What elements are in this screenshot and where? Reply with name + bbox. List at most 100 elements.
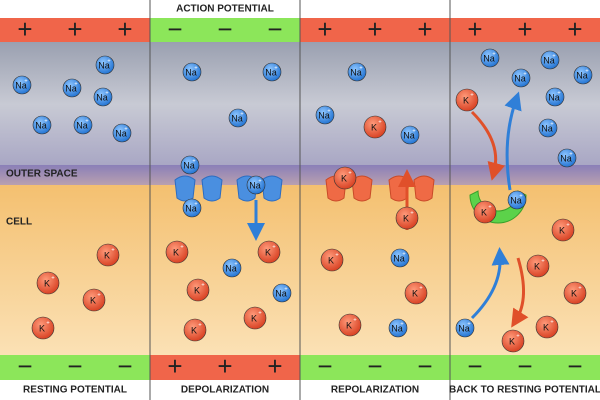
ion-symbol: Na: [98, 60, 110, 70]
ion-charge: +: [327, 109, 331, 115]
ion-charge: +: [378, 120, 382, 126]
ion-body: [315, 105, 335, 125]
potassium-ion: K +: [551, 218, 575, 242]
ion-charge: +: [85, 119, 89, 125]
charge-sign: +: [117, 14, 132, 44]
ion-symbol: K: [346, 320, 352, 330]
sodium-ion: Na+: [32, 115, 52, 135]
sodium-ion: Na+: [388, 318, 408, 338]
ion-body: [390, 248, 410, 268]
ion-symbol: K: [104, 250, 110, 260]
ion-charge: +: [284, 287, 288, 293]
potassium-ion: K +: [455, 88, 479, 112]
sodium-ion: Na+: [557, 148, 577, 168]
ion-body: [32, 115, 52, 135]
potassium-ion: K +: [165, 240, 189, 264]
ion-symbol: Na: [510, 195, 522, 205]
ion-charge: +: [107, 59, 111, 65]
charge-sign: −: [317, 351, 332, 381]
ion-symbol: K: [251, 313, 257, 323]
ion-symbol: K: [481, 207, 487, 217]
sodium-ion: Na+: [480, 48, 500, 68]
ion-body: [36, 271, 60, 295]
bottom-band: [150, 355, 300, 380]
ion-charge: +: [578, 286, 582, 292]
ion-charge: +: [402, 252, 406, 258]
ion-body: [73, 115, 93, 135]
ion-symbol: Na: [115, 128, 127, 138]
ion-body: [182, 62, 202, 82]
sodium-ion: Na+: [390, 248, 410, 268]
sodium-ion: Na+: [222, 258, 242, 278]
potassium-ion: K +: [320, 248, 344, 272]
ion-body: [62, 78, 82, 98]
bottom-band: [0, 355, 150, 380]
ion-charge: +: [194, 66, 198, 72]
ion-body: [228, 108, 248, 128]
panel-labels: RESTING POTENTIAL DEPOLARIZATION REPOLARIZ…: [23, 385, 600, 396]
ion-charge: +: [516, 334, 520, 340]
ion-charge: +: [412, 129, 416, 135]
ion-body: [507, 190, 527, 210]
ion-symbol: Na: [541, 123, 553, 133]
charge-sign: −: [567, 351, 582, 381]
ion-charge: +: [258, 311, 262, 317]
sodium-ion: Na+: [511, 68, 531, 88]
sodium-ion: Na+: [12, 75, 32, 95]
ion-charge: +: [335, 253, 339, 259]
ion-symbol: Na: [514, 73, 526, 83]
ion-charge: +: [192, 159, 196, 165]
sodium-ion: Na+: [228, 108, 248, 128]
ion-charge: +: [198, 323, 202, 329]
potassium-ion: K +: [257, 240, 281, 264]
ion-body: [473, 200, 497, 224]
ion-body: [182, 198, 202, 218]
ion-symbol: K: [173, 247, 179, 257]
ion-symbol: Na: [391, 323, 403, 333]
potassium-ion: K +: [96, 243, 120, 267]
ion-symbol: K: [328, 255, 334, 265]
ion-body: [540, 50, 560, 70]
panel-label: BACK TO RESTING POTENTIAL: [449, 385, 600, 396]
ion-symbol: Na: [548, 92, 560, 102]
ion-symbol: Na: [576, 70, 588, 80]
ion-symbol: K: [559, 225, 565, 235]
top-band: [0, 18, 150, 42]
charge-sign: +: [367, 14, 382, 44]
potassium-ion: K +: [333, 166, 357, 190]
ion-symbol: K: [39, 323, 45, 333]
ion-body: [573, 65, 593, 85]
charge-sign: +: [317, 14, 332, 44]
panel-label: RESTING POTENTIAL: [23, 385, 127, 396]
sodium-ion: Na+: [455, 318, 475, 338]
ion-charge: +: [51, 276, 55, 282]
ion-charge: +: [74, 82, 78, 88]
charge-sign: +: [67, 14, 82, 44]
ion-body: [511, 68, 531, 88]
ion-body: [551, 218, 575, 242]
ion-body: [404, 281, 428, 305]
sodium-ion: Na+: [538, 118, 558, 138]
ion-charge: +: [274, 66, 278, 72]
ion-symbol: Na: [458, 323, 470, 333]
sodium-ion: Na+: [62, 78, 82, 98]
ion-charge: +: [566, 223, 570, 229]
ion-body: [165, 240, 189, 264]
charge-sign: −: [217, 14, 232, 44]
ion-charge: +: [105, 91, 109, 97]
potassium-ion: K +: [243, 306, 267, 330]
ion-symbol: Na: [76, 120, 88, 130]
ion-body: [222, 258, 242, 278]
sodium-ion: Na+: [93, 87, 113, 107]
ion-symbol: K: [265, 247, 271, 257]
ion-body: [246, 175, 266, 195]
ion-charge: +: [467, 322, 471, 328]
ion-body: [388, 318, 408, 338]
ion-body: [400, 125, 420, 145]
charge-bands: + − + − + − − + − + − + + − + − + − + − + − + −: [0, 14, 600, 381]
ion-body: [257, 240, 281, 264]
potassium-ion: K +: [535, 315, 559, 339]
ion-symbol: K: [509, 336, 515, 346]
charge-sign: −: [417, 351, 432, 381]
